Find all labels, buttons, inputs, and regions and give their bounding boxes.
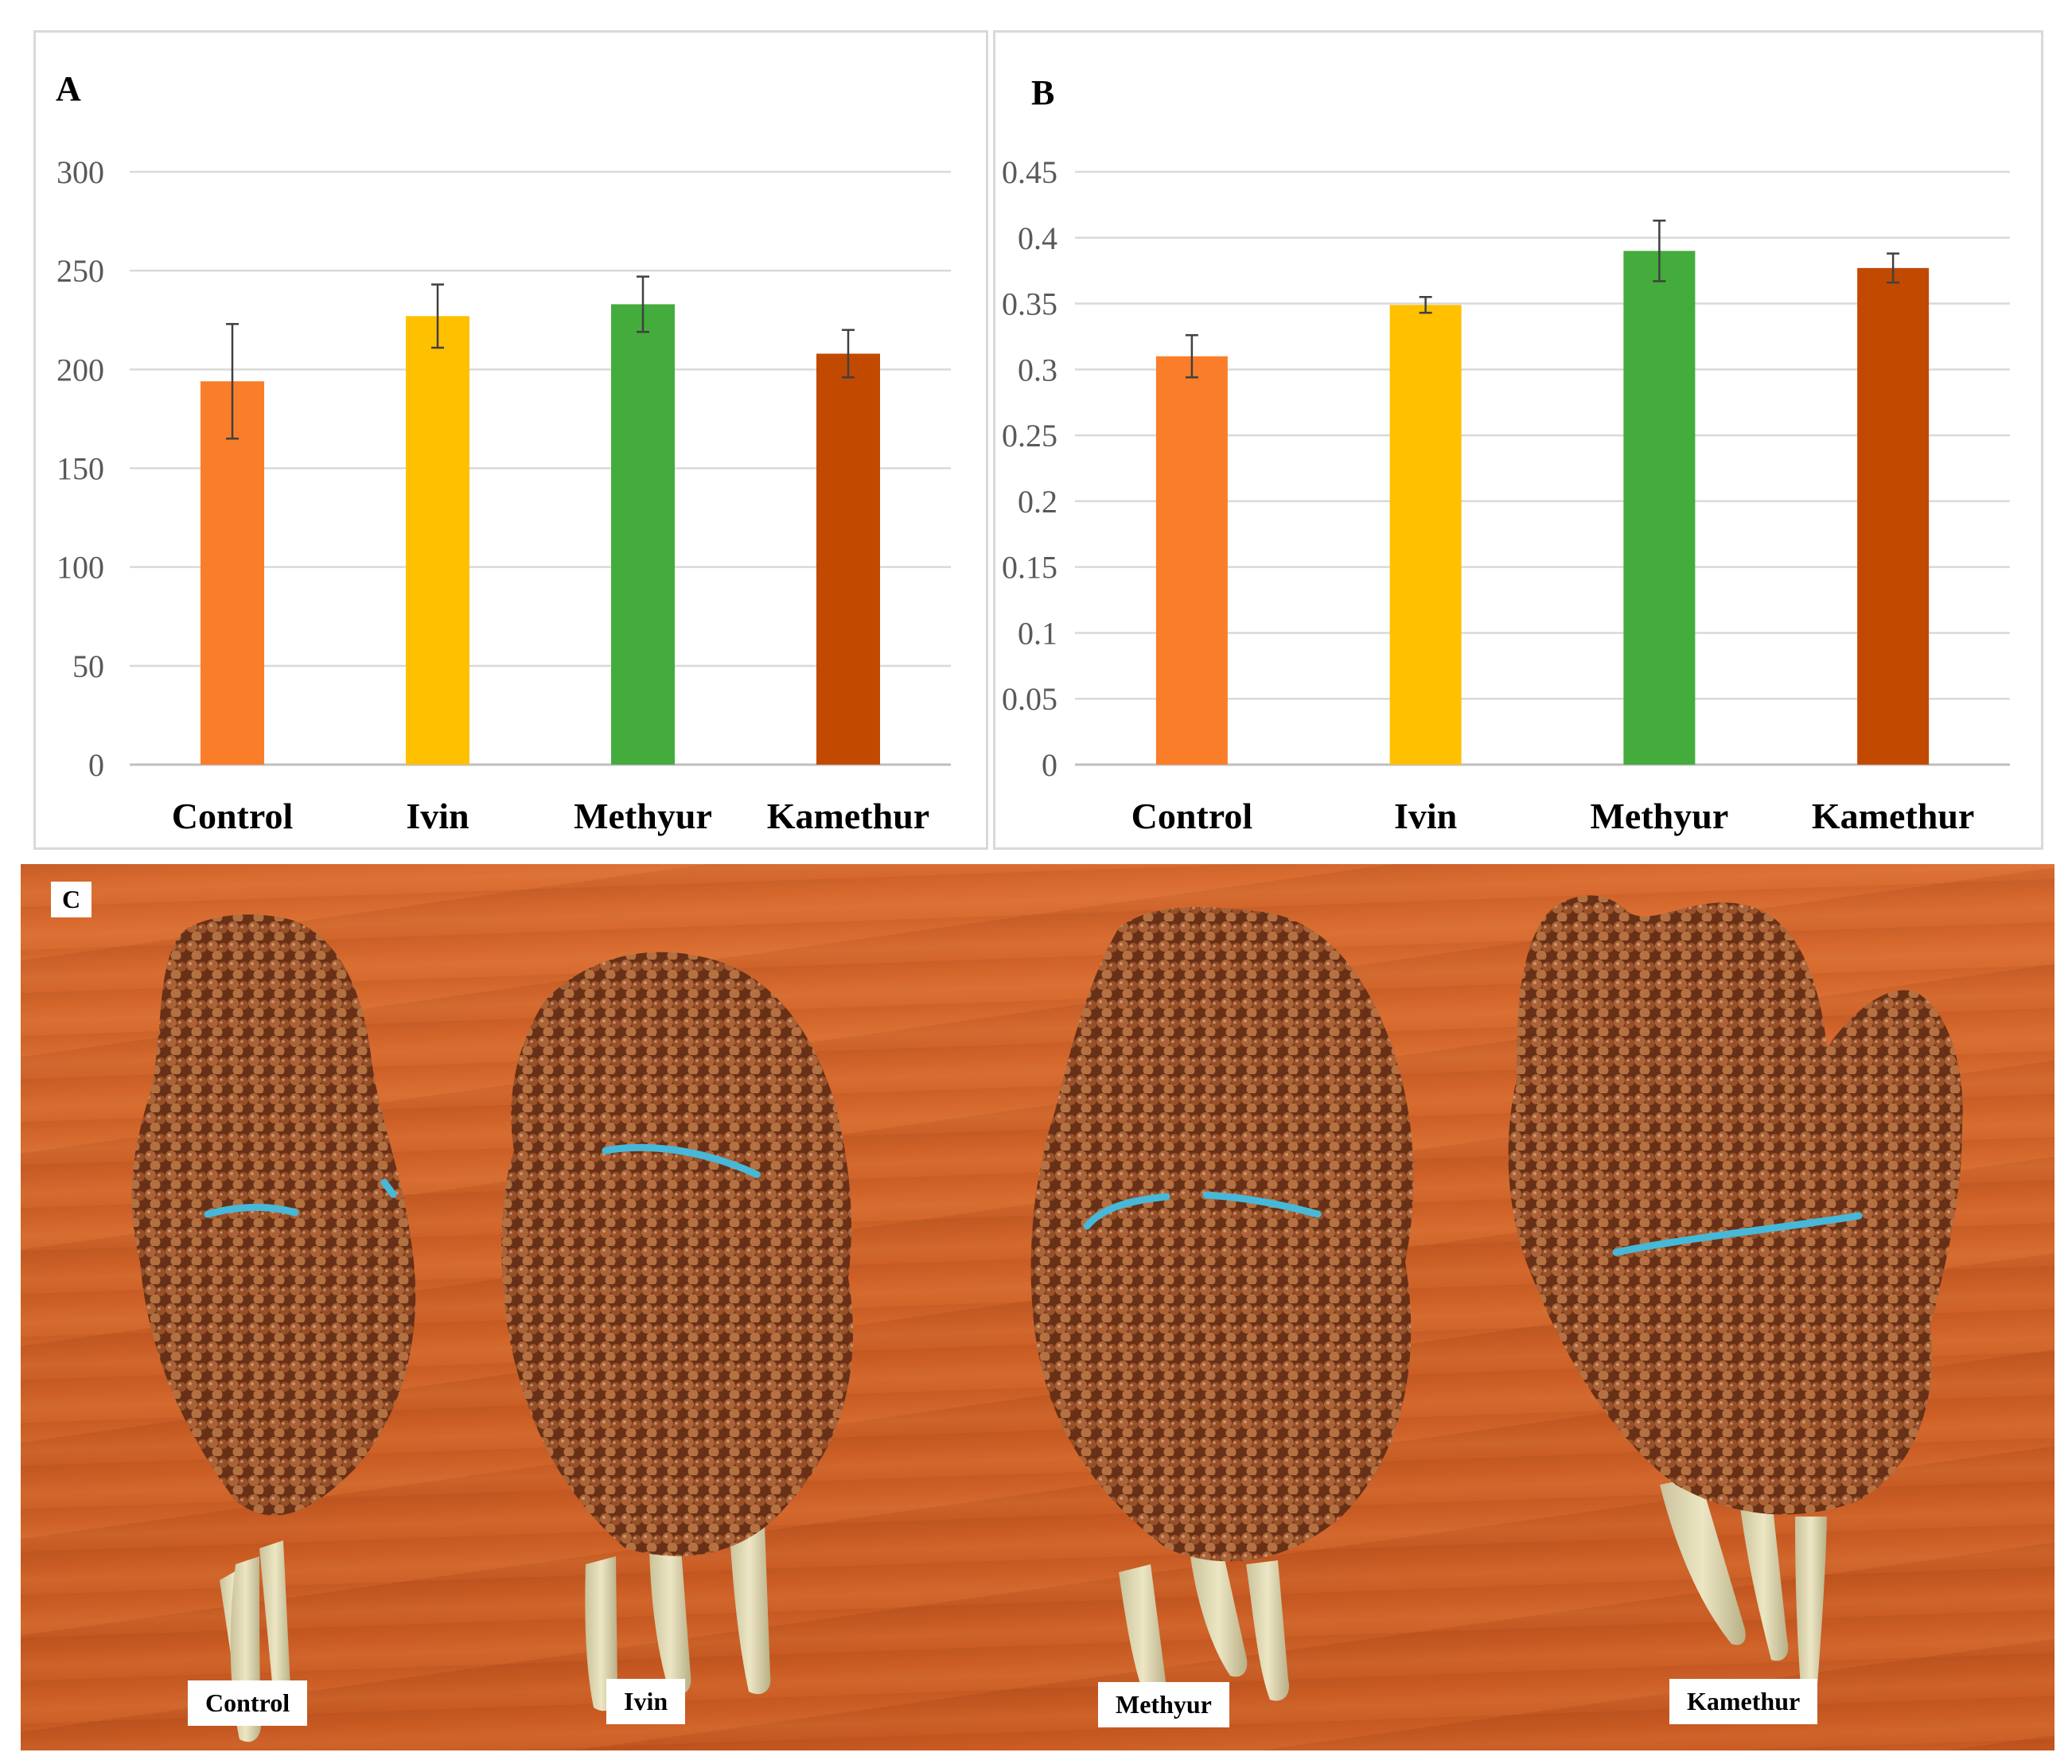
chart-a-y-ticks: 0 50 100 150 200 250 300 <box>56 154 104 783</box>
category-label-kamethur: Kamethur <box>767 796 929 836</box>
chart-a-categories: Control Ivin Methyur Kamethur <box>172 796 929 836</box>
chart-panel-a: A 0 50 100 150 200 250 300 Control Ivin Methyur K… <box>33 30 988 850</box>
y-tick-label: 50 <box>72 648 104 684</box>
chart-panel-b: B 0 0.05 0.1 0.15 0.2 0.25 0.3 0.35 0.4 0.45 Cont… <box>993 30 2043 850</box>
panicle-bundle-control <box>131 914 416 1743</box>
category-label-kamethur: Kamethur <box>1812 796 1974 836</box>
bar-kamethur <box>816 353 880 765</box>
panicle-bundle-kamethur <box>1508 895 1963 1715</box>
bar-methyur <box>1623 251 1696 765</box>
photo-label-kamethur: Kamethur <box>1669 1679 1818 1724</box>
y-tick-label: 0.45 <box>1002 154 1057 190</box>
category-label-methyur: Methyur <box>574 796 712 836</box>
category-label-control: Control <box>1131 796 1253 836</box>
y-tick-label: 0.1 <box>1018 615 1057 651</box>
chart-b-gridlines <box>1075 170 2010 766</box>
y-tick-label: 0.35 <box>1002 286 1057 322</box>
y-tick-label: 100 <box>56 550 104 586</box>
chart-b-svg: B 0 0.05 0.1 0.15 0.2 0.25 0.3 0.35 0.4 0.45 Cont… <box>1002 73 2010 836</box>
y-tick-label: 150 <box>56 451 104 487</box>
panicle-bundle-methyur <box>1030 907 1414 1709</box>
chart-b-letter: B <box>1031 73 1054 112</box>
category-label-control: Control <box>172 796 294 836</box>
bar-control <box>201 381 264 765</box>
sorghum-photo: C Control Ivin Methyur Kamethur <box>21 864 2054 1750</box>
panicle-bundle-ivin <box>501 952 853 1711</box>
chart-b-categories: Control Ivin Methyur Kamethur <box>1131 796 1975 836</box>
photo-label-methyur: Methyur <box>1098 1682 1229 1727</box>
y-tick-label: 0.25 <box>1002 418 1057 454</box>
y-tick-label: 0.3 <box>1018 352 1057 387</box>
bar-control <box>1155 356 1228 765</box>
sorghum-illustration <box>131 895 1963 1743</box>
bar-methyur <box>611 304 675 765</box>
y-tick-label: 0 <box>1042 747 1057 783</box>
y-tick-label: 0.4 <box>1018 220 1057 256</box>
y-tick-label: 200 <box>56 352 104 387</box>
chart-a-bars <box>201 275 880 765</box>
chart-b-bars <box>1155 220 1930 765</box>
y-tick-label: 0.05 <box>1002 681 1057 717</box>
bar-ivin <box>406 316 469 765</box>
chart-a-svg: A 0 50 100 150 200 250 300 Control Ivin Methyur K… <box>56 69 951 836</box>
bar-ivin <box>1389 305 1462 765</box>
chart-a-gridlines <box>130 170 951 766</box>
photo-label-control: Control <box>188 1680 308 1726</box>
category-label-ivin: Ivin <box>1394 796 1457 836</box>
y-tick-label: 0 <box>88 747 104 783</box>
y-tick-label: 300 <box>56 154 104 190</box>
y-tick-label: 0.15 <box>1002 550 1057 586</box>
chart-a-letter: A <box>56 69 81 108</box>
y-tick-label: 250 <box>56 253 104 289</box>
photo-label-ivin: Ivin <box>606 1679 686 1724</box>
category-label-ivin: Ivin <box>406 796 469 836</box>
chart-b-y-ticks: 0 0.05 0.1 0.15 0.2 0.25 0.3 0.35 0.4 0.45 <box>1002 154 1057 783</box>
category-label-methyur: Methyur <box>1591 796 1729 836</box>
photo-panel-letter: C <box>51 882 92 917</box>
bar-kamethur <box>1857 267 1930 765</box>
y-tick-label: 0.2 <box>1018 484 1057 520</box>
